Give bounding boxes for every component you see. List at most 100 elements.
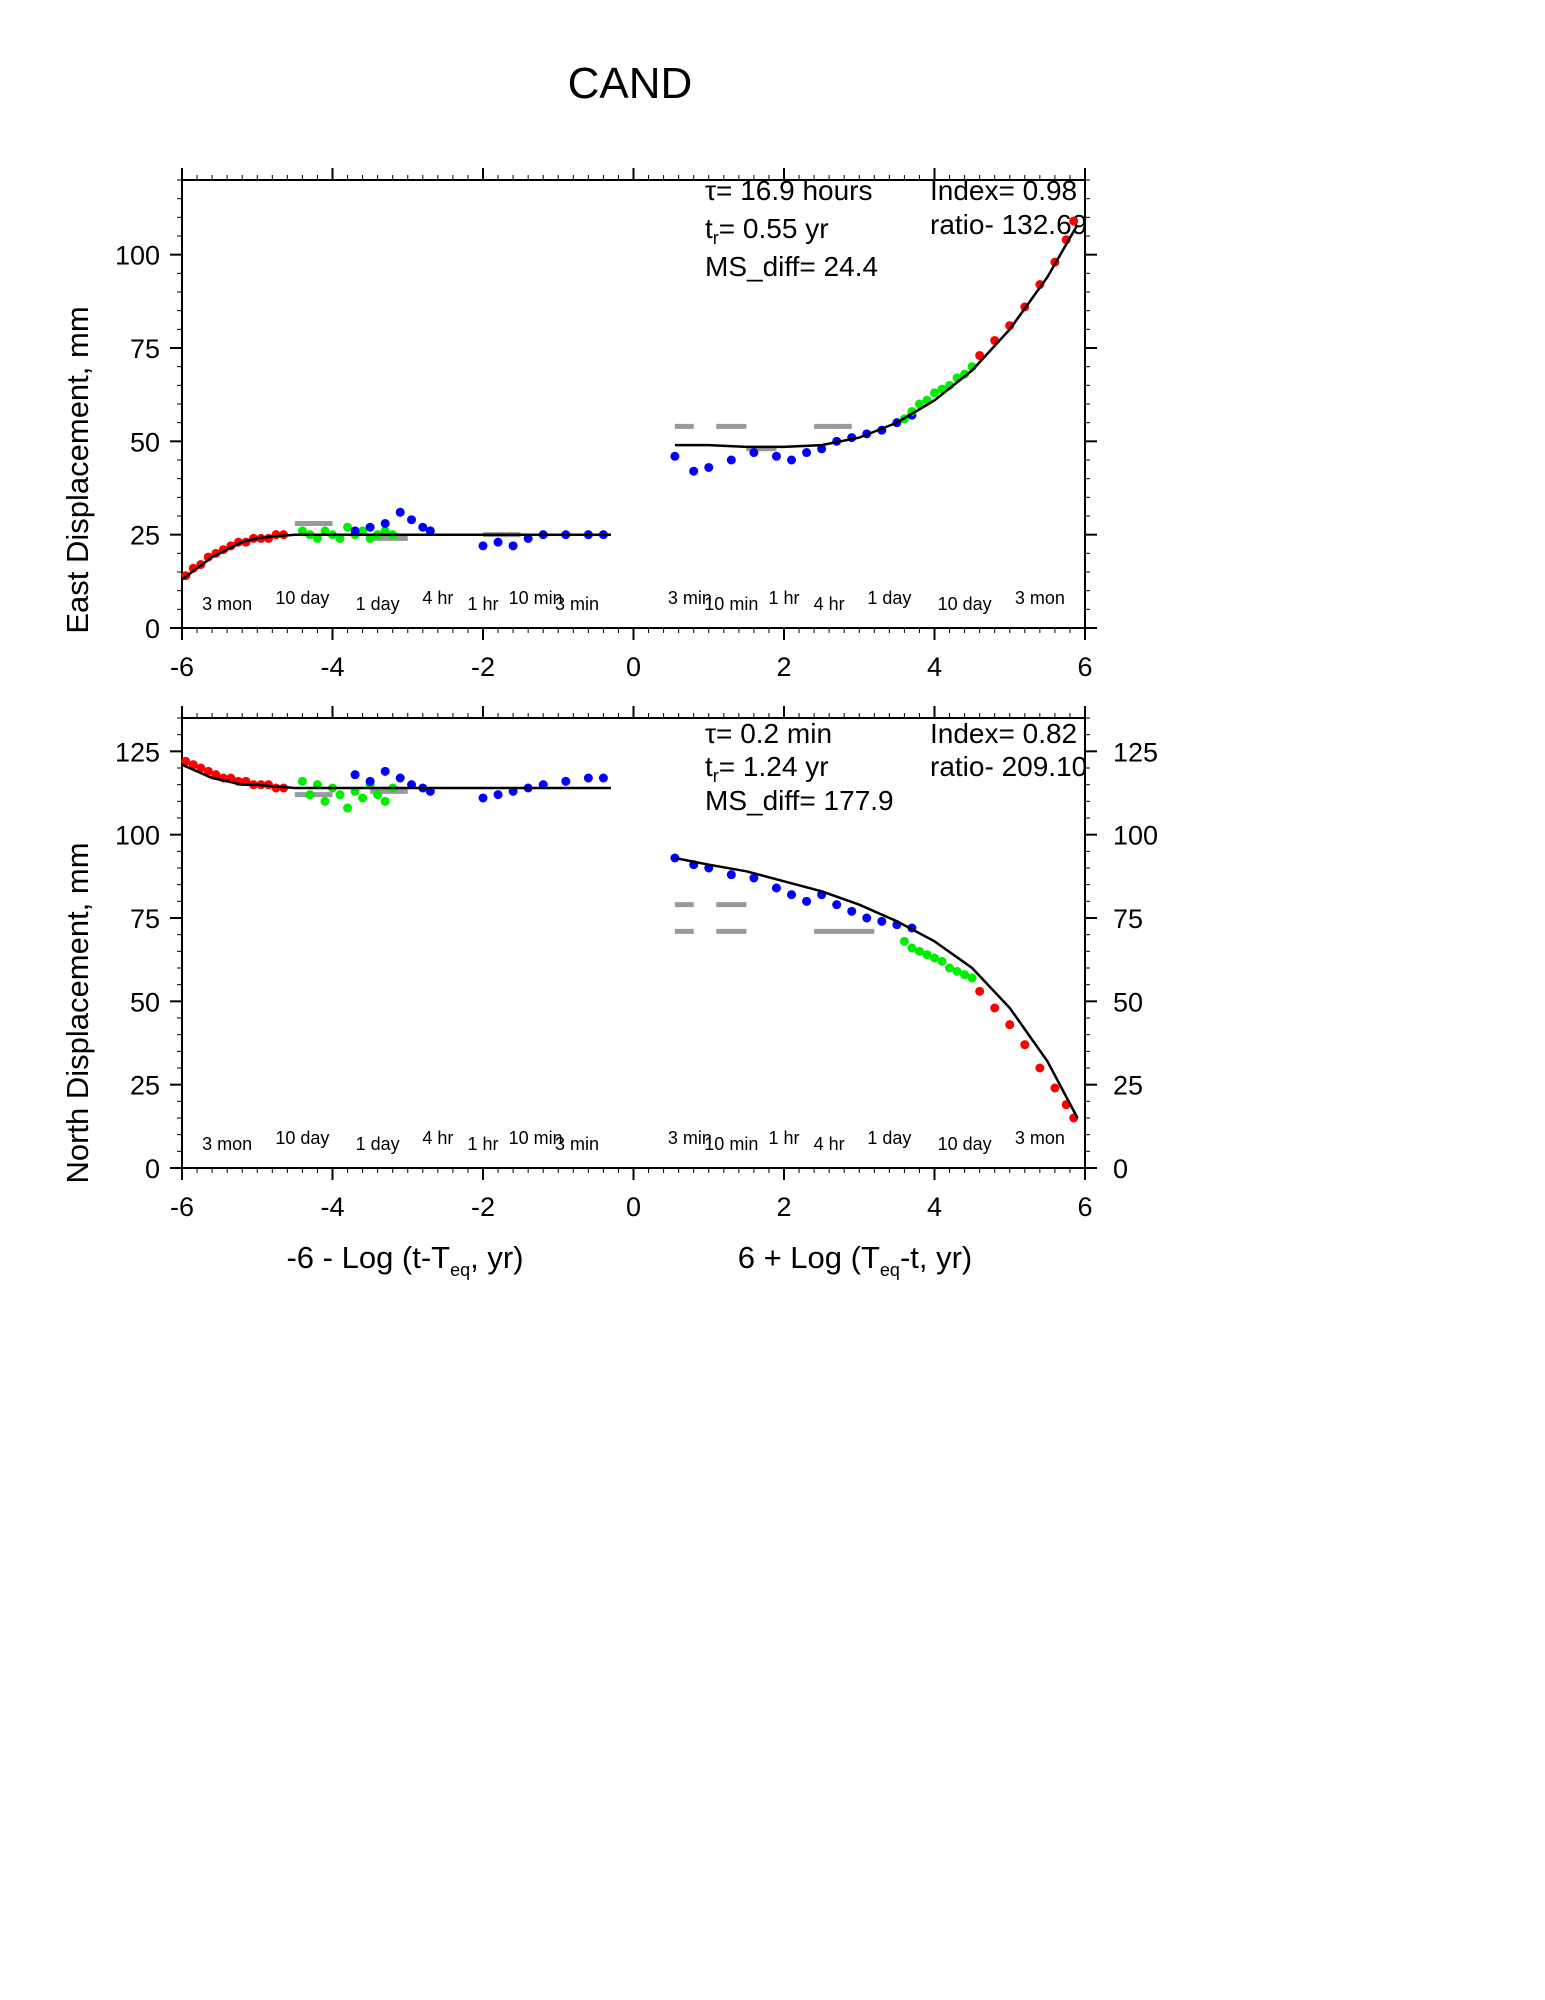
north-time-scale-label: 3 mon — [1015, 1128, 1065, 1148]
north-data-point — [960, 970, 970, 980]
east-x-tick-label: -4 — [320, 652, 344, 682]
north-y-tick-label: 75 — [130, 904, 160, 934]
east-ms-diff-text: MS_diff= 24.4 — [705, 251, 878, 282]
east-time-scale-label: 3 mon — [1015, 588, 1065, 608]
north-data-point — [1035, 1063, 1045, 1073]
east-data-point — [425, 526, 435, 536]
north-data-point — [350, 770, 360, 780]
east-fit-curve-left — [181, 533, 611, 581]
east-data-point — [1069, 216, 1079, 226]
north-data-point — [975, 986, 985, 996]
north-data-point — [561, 776, 571, 786]
east-data-point — [787, 455, 797, 465]
east-data-point — [508, 541, 518, 551]
east-data-point — [817, 444, 827, 454]
east-data-point — [771, 451, 781, 461]
x-axis-label-left: -6 - Log (t-Teq, yr) — [286, 1240, 523, 1280]
north-data-point — [181, 756, 191, 766]
figure-title: CAND — [568, 59, 693, 108]
north-time-scale-label: 1 hr — [467, 1134, 498, 1154]
east-time-scale-label: 1 day — [867, 588, 911, 608]
east-time-scale-label: 4 hr — [422, 588, 453, 608]
north-x-tick-label: 0 — [626, 1192, 641, 1222]
north-data-point — [203, 766, 213, 776]
north-x-tick-label: -4 — [320, 1192, 344, 1222]
north-x-tick-label: 6 — [1077, 1192, 1092, 1222]
north-tr-label: t — [705, 751, 713, 782]
north-data-point — [1005, 1020, 1015, 1030]
east-data-point — [802, 448, 812, 458]
north-data-point — [1050, 1083, 1060, 1093]
east-data-point — [975, 350, 985, 360]
east-time-scale-label: 1 hr — [467, 594, 498, 614]
north-data-point — [967, 973, 977, 983]
north-annotations: τ= 0.2 min tr= 1.24 yr MS_diff= 177.9 In… — [705, 718, 1087, 816]
east-x-tick-label: 6 — [1077, 652, 1092, 682]
north-ms-diff-text: MS_diff= 177.9 — [705, 785, 894, 816]
north-time-scale-label: 3 min — [668, 1128, 712, 1148]
north-data-point — [380, 766, 390, 776]
east-x-tick-label: -6 — [170, 652, 194, 682]
north-x-tick-label: -2 — [471, 1192, 495, 1222]
north-y-tick-label-right: 100 — [1113, 821, 1158, 851]
east-data-point — [914, 399, 924, 409]
north-data-point — [749, 873, 759, 883]
north-fit-curve-right — [674, 856, 1079, 1119]
east-data-point — [418, 522, 428, 532]
east-y-tick-label: 75 — [130, 334, 160, 364]
east-data-point — [335, 533, 345, 543]
east-y-tick-label: 0 — [145, 614, 160, 644]
east-data-point — [960, 369, 970, 379]
north-data-point — [952, 966, 962, 976]
east-time-scale-label: 3 mon — [202, 594, 252, 614]
east-data-point — [380, 518, 390, 528]
north-data-point — [1020, 1040, 1030, 1050]
east-data-point — [350, 526, 360, 536]
east-time-scale-label: 1 day — [356, 594, 400, 614]
north-y-tick-label-right: 25 — [1113, 1071, 1143, 1101]
north-y-tick-label-right: 50 — [1113, 987, 1143, 1017]
east-fit-curve-right — [674, 224, 1079, 449]
north-y-tick-label: 25 — [130, 1071, 160, 1101]
north-y-tick-label: 0 — [145, 1154, 160, 1184]
north-time-scale-label: 1 day — [867, 1128, 911, 1148]
east-data-point — [343, 522, 353, 532]
north-y-axis-label: North Displacement, mm — [60, 842, 95, 1183]
north-data-point — [196, 763, 206, 773]
north-x-tick-label: 2 — [776, 1192, 791, 1222]
north-time-scale-label: 4 hr — [814, 1134, 845, 1154]
north-data-point — [670, 853, 680, 863]
north-y-tick-label-right: 75 — [1113, 904, 1143, 934]
north-index-text: Index= 0.82 — [930, 718, 1077, 749]
north-data-point — [771, 883, 781, 893]
east-data-point — [478, 541, 488, 551]
north-data-point — [358, 793, 368, 803]
north-time-scale-label: 1 day — [356, 1134, 400, 1154]
north-data-point — [583, 773, 593, 783]
north-data-point — [373, 790, 383, 800]
east-y-tick-label: 50 — [130, 427, 160, 457]
east-panel: East Displacement, mm τ= 16.9 hours tr= … — [60, 168, 1097, 682]
east-data-point — [523, 533, 533, 543]
north-data-point — [937, 956, 947, 966]
north-data-point — [899, 936, 909, 946]
north-ratio-text: ratio- 209.10 — [930, 751, 1087, 782]
north-data-point — [395, 773, 405, 783]
east-time-scale-label: 10 day — [938, 594, 992, 614]
north-data-point — [211, 770, 221, 780]
north-data-point — [726, 870, 736, 880]
east-x-tick-label: -2 — [471, 652, 495, 682]
north-data-point — [598, 773, 608, 783]
east-tr-label: t — [705, 213, 713, 244]
east-data-point — [380, 526, 390, 536]
north-data-point — [380, 796, 390, 806]
east-x-tick-label: 4 — [927, 652, 942, 682]
east-data-point — [365, 522, 375, 532]
east-data-point — [670, 451, 680, 461]
north-data-point — [922, 950, 932, 960]
east-x-tick-label: 0 — [626, 652, 641, 682]
north-data-point — [226, 773, 236, 783]
east-y-tick-label: 100 — [115, 241, 160, 271]
x-axis-label-right: 6 + Log (Teq-t, yr) — [738, 1240, 973, 1280]
